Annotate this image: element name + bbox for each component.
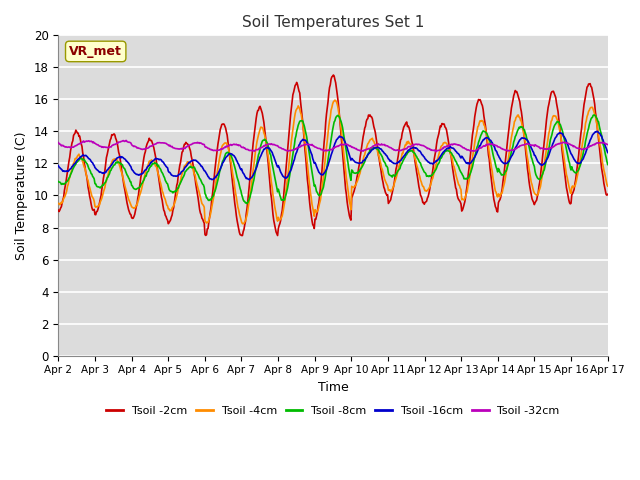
X-axis label: Time: Time [317, 381, 348, 394]
Title: Soil Temperatures Set 1: Soil Temperatures Set 1 [242, 15, 424, 30]
Y-axis label: Soil Temperature (C): Soil Temperature (C) [15, 131, 28, 260]
Text: VR_met: VR_met [69, 45, 122, 58]
Legend: Tsoil -2cm, Tsoil -4cm, Tsoil -8cm, Tsoil -16cm, Tsoil -32cm: Tsoil -2cm, Tsoil -4cm, Tsoil -8cm, Tsoi… [102, 402, 564, 420]
